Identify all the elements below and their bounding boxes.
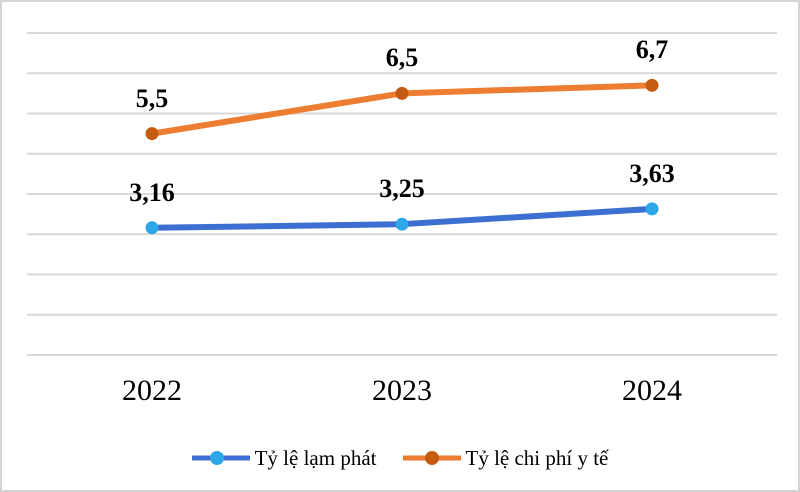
legend-label-healthcare-cost: Tỷ lệ chi phí y tế [465,445,609,470]
x-axis-label-2024: 2024 [622,374,682,407]
data-point-inflation-2024[interactable] [645,202,659,216]
x-axis-label-2022: 2022 [122,374,182,407]
x-axis-label-2023: 2023 [372,374,432,407]
data-point-healthcare-cost-2024[interactable] [645,78,659,92]
legend-item-inflation[interactable]: Tỷ lệ lạm phát [191,445,377,471]
data-label-inflation-2024: 3,63 [629,158,675,188]
data-point-inflation-2022[interactable] [145,221,159,235]
data-point-inflation-2023[interactable] [395,217,409,231]
legend-key-line-marker-blue [191,451,250,465]
data-label-inflation-2022: 3,16 [129,177,175,207]
data-point-healthcare-cost-2023[interactable] [395,86,409,100]
data-label-healthcare-cost-2022: 5,5 [135,83,169,113]
chart-legend: Tỷ lệ lạm phát Tỷ lệ chi phí y tế [2,443,798,473]
data-label-healthcare-cost-2024: 6,7 [635,35,669,65]
legend-label-inflation: Tỷ lệ lạm phát [254,445,377,470]
legend-key-line-marker-orange [402,451,461,465]
data-point-healthcare-cost-2022[interactable] [145,127,159,141]
data-label-healthcare-cost-2023: 6,5 [385,43,419,73]
data-label-inflation-2023: 3,25 [379,174,425,204]
legend-item-healthcare-cost[interactable]: Tỷ lệ chi phí y tế [402,445,609,471]
